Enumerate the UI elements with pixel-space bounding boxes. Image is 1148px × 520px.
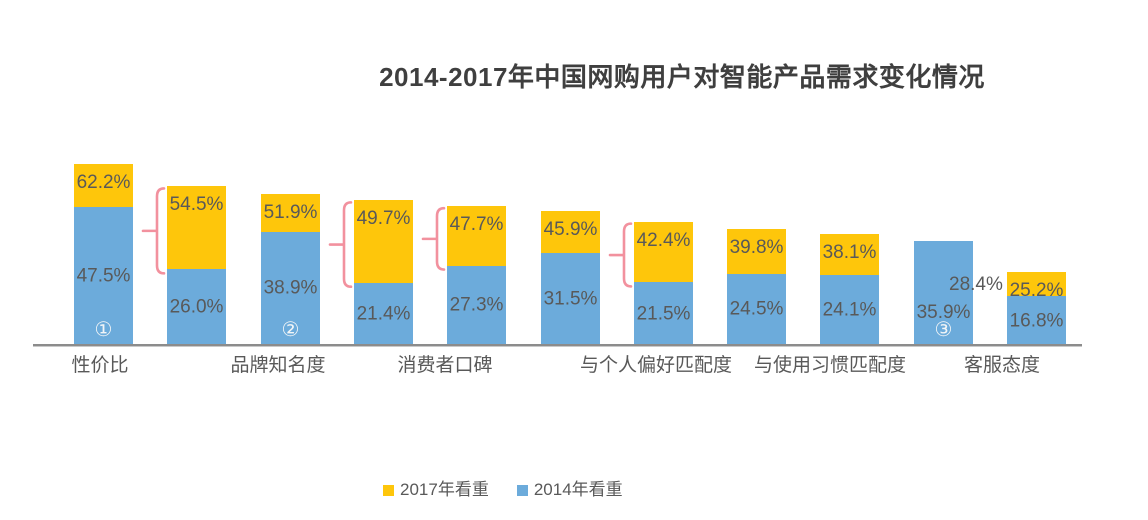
bar-2014-segment [820, 274, 879, 345]
bar-group-3: 51.9% 38.9% ② [261, 193, 320, 345]
bar-group-5: 47.7% 27.3% [447, 206, 506, 345]
bar-group-7: 42.4% 21.5% [634, 221, 693, 345]
value-label-2014: 24.1% [822, 299, 877, 321]
bar-2014-segment [541, 253, 600, 345]
value-label-2017: 39.8% [729, 237, 784, 259]
value-label-2017: 62.2% [76, 171, 131, 193]
x-axis-category-label: 与使用习惯匹配度 [753, 355, 906, 376]
value-label-2017: 51.9% [263, 201, 318, 223]
value-label-2014: 35.9% [916, 301, 971, 323]
value-label-2014: 38.9% [263, 277, 318, 299]
value-label-2014: 24.5% [729, 298, 784, 320]
x-axis-category-label: 品牌知名度 [230, 355, 326, 376]
legend-label-2017: 2017年看重 [400, 480, 489, 499]
x-axis-category-label: 与个人偏好匹配度 [579, 355, 732, 376]
bar-group-11: 25.2% 16.8% [1007, 271, 1066, 345]
chart-title: 2014-2017年中国网购用户对智能产品需求变化情况 [379, 62, 985, 92]
value-label-2017: 38.1% [822, 242, 877, 264]
circled-number-marker: ② [281, 318, 300, 341]
bar-group-8: 39.8% 24.5% [727, 229, 786, 345]
circled-number-marker: ① [94, 318, 113, 341]
bar-2014-segment [634, 282, 693, 345]
bar-2014-segment [354, 282, 413, 345]
bar-group-10: 35.9% 28.4% ③ [914, 240, 1003, 345]
value-label-2017: 25.2% [1009, 279, 1064, 301]
value-label-2017: 54.5% [169, 194, 224, 216]
value-label-2017: 42.4% [636, 229, 691, 251]
value-label-2014: 21.4% [356, 303, 411, 325]
value-label-2017-outside: 28.4% [949, 274, 1003, 296]
value-label-2014: 27.3% [449, 294, 504, 316]
value-label-2017: 47.7% [449, 214, 504, 236]
x-axis-line [33, 344, 1082, 347]
legend-label-2014: 2014年看重 [533, 480, 623, 499]
value-label-2014: 47.5% [76, 265, 131, 287]
bar-group-1: 62.2% 47.5% ① [74, 163, 133, 345]
value-label-2014: 26.0% [169, 296, 224, 318]
bar-group-4: 49.7% 21.4% [354, 200, 413, 345]
x-axis-category-label: 客服态度 [963, 355, 1040, 376]
value-label-2017: 49.7% [356, 208, 411, 230]
value-label-2014: 31.5% [543, 288, 598, 310]
value-label-2014: 16.8% [1009, 310, 1064, 332]
value-label-2017: 45.9% [543, 219, 598, 241]
circled-number-marker: ③ [934, 318, 953, 341]
x-axis-category-label: 消费者口碑 [397, 355, 493, 376]
bar-group-2: 54.5% 26.0% [167, 186, 226, 345]
legend-item-2014: 2014年看重 [516, 480, 623, 499]
bar-2014-segment [261, 231, 320, 345]
bar-2014-segment [727, 273, 786, 345]
legend-swatch-2014-icon [516, 484, 528, 496]
x-axis-category-label: 性价比 [71, 355, 129, 376]
legend-item-2017: 2017年看重 [383, 481, 489, 498]
legend-swatch-2017-icon [383, 484, 394, 496]
value-label-2014: 21.5% [636, 303, 691, 325]
bar-2014-segment [1007, 296, 1066, 345]
chart-legend: 2017年看重 2014年看重 [383, 481, 623, 498]
bar-2014-segment [447, 265, 506, 345]
bar-group-6: 45.9% 31.5% [541, 211, 600, 345]
bar-2014-segment [74, 206, 133, 345]
bar-group-9: 38.1% 24.1% [820, 234, 879, 345]
bar-2014-segment [167, 269, 226, 345]
